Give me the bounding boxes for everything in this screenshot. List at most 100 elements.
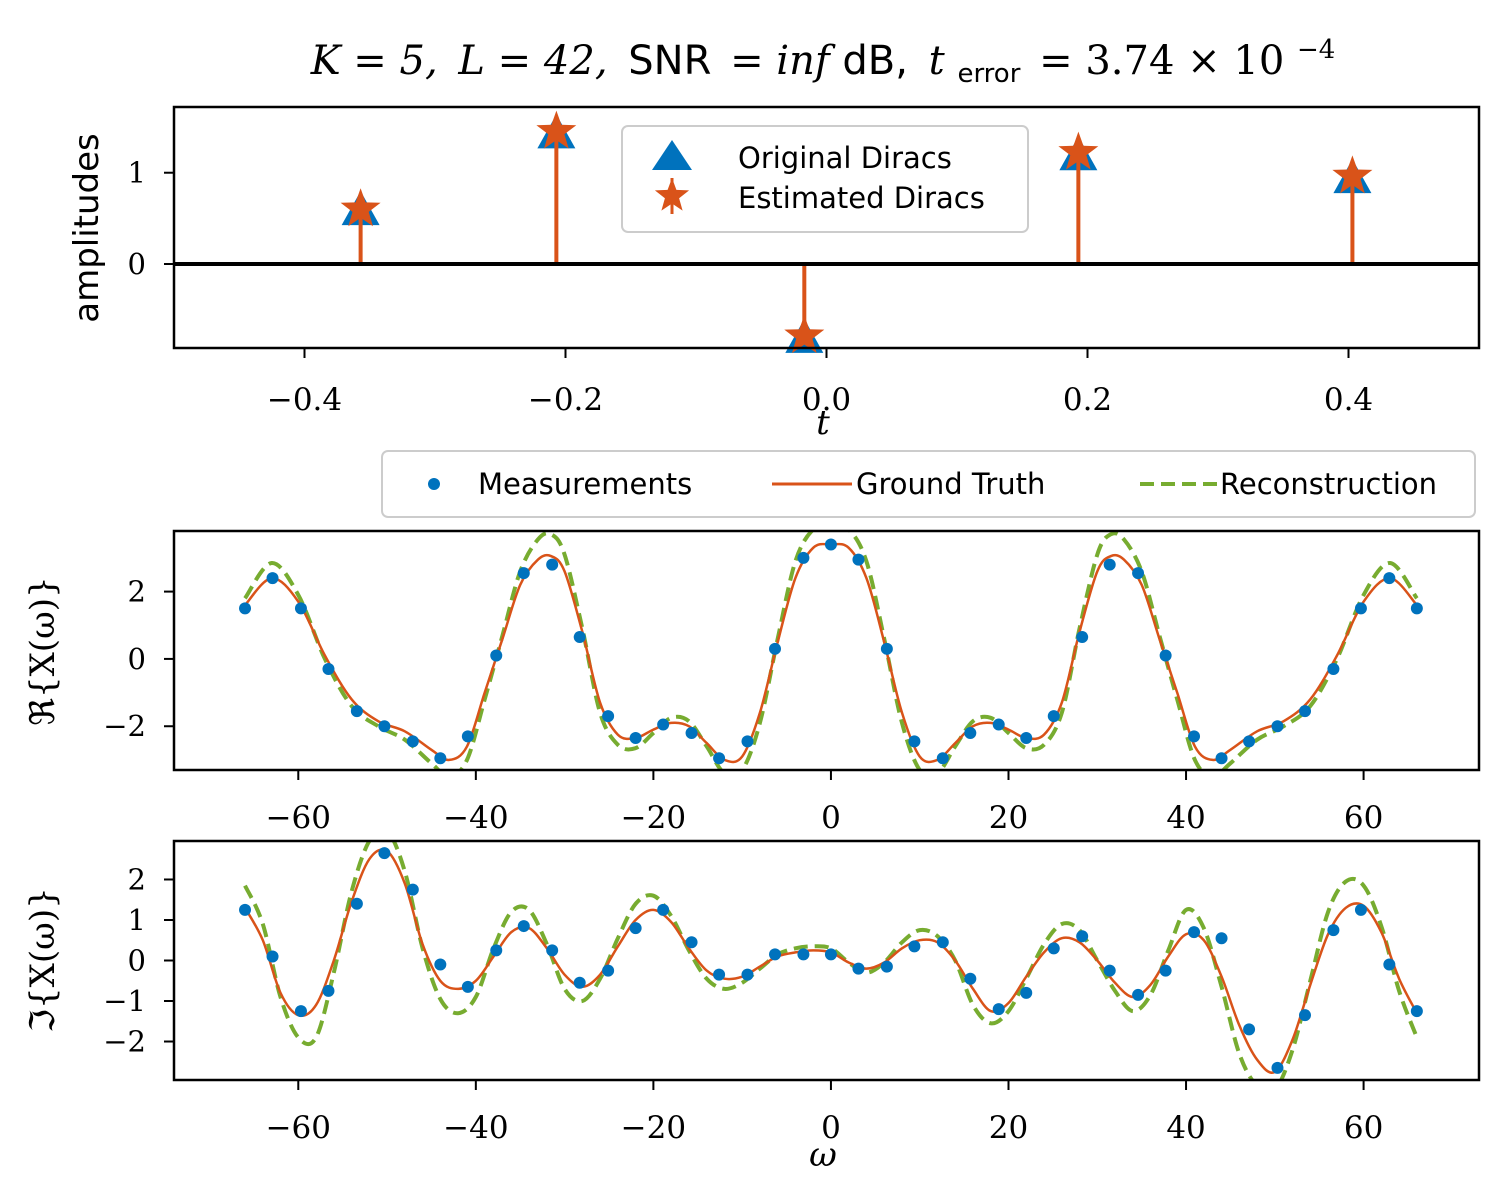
measurement-point xyxy=(741,735,754,748)
measurement-point xyxy=(1383,572,1396,585)
measurement-point xyxy=(964,972,977,985)
measurement-point xyxy=(461,730,474,743)
estimated-dirac-marker xyxy=(536,110,577,149)
measurement-point xyxy=(629,922,642,935)
measurement-point xyxy=(880,960,893,973)
measurement-marker-icon xyxy=(428,478,440,490)
measurement-point xyxy=(294,602,307,615)
plot-area xyxy=(239,531,1423,770)
y-axis-label: amplitudes xyxy=(67,133,107,323)
x-tick-label: −60 xyxy=(266,1110,331,1146)
measurement-point xyxy=(461,980,474,993)
legend: Original Diracs Estimated Diracs xyxy=(621,125,1029,233)
real-part-plot: −60 −40 −20 0 20 40 60−202 ℜ{X(ω)} xyxy=(23,529,1481,836)
ground-truth-line xyxy=(243,848,1419,1074)
measurement-point xyxy=(1410,1005,1423,1018)
measurement-point xyxy=(1243,1023,1256,1036)
measurement-point xyxy=(741,968,754,981)
measurement-point xyxy=(880,642,893,655)
legend-box xyxy=(381,450,1476,518)
measurement-point xyxy=(1383,958,1396,971)
legend-box xyxy=(621,125,1029,233)
estimated-dirac-marker xyxy=(784,315,825,354)
y-tick-label: 0 xyxy=(128,944,146,978)
triangle-marker-icon xyxy=(652,140,692,170)
estimated-dirac-marker xyxy=(1332,155,1373,194)
measurement-point xyxy=(824,948,837,961)
legend-entry-original: Original Diracs xyxy=(738,141,952,175)
x-tick-label: −60 xyxy=(266,800,331,836)
axis-ticks: −60 −40 −20 0 20 40 60 −2 −1 0 1 2 xyxy=(103,862,1383,1146)
measurement-point xyxy=(517,920,530,933)
measurement-point xyxy=(936,936,949,949)
measurement-point xyxy=(322,663,335,676)
measurement-point xyxy=(852,962,865,975)
measurement-point xyxy=(1271,1061,1284,1074)
x-tick-label: 20 xyxy=(989,800,1028,836)
measurement-point xyxy=(322,984,335,997)
measurement-point xyxy=(378,847,391,860)
measurement-point xyxy=(852,553,865,566)
measurement-point xyxy=(992,718,1005,731)
title-terr-var: t xyxy=(929,38,946,84)
imaginary-part-plot: −60 −40 −20 0 20 40 60 −2 −1 0 1 2 ℑ{X(ω)} ω xyxy=(23,839,1481,1175)
estimated-dirac-marker xyxy=(1058,131,1099,170)
title-snr-value: = inf xyxy=(730,38,836,84)
x-tick-label: 60 xyxy=(1344,1110,1383,1146)
measurement-point xyxy=(992,1003,1005,1016)
x-axis-label: t xyxy=(816,403,830,443)
title-terr-sub: error xyxy=(957,59,1020,89)
measurement-point xyxy=(350,705,363,718)
plot-frame xyxy=(172,529,1481,772)
y-tick-label: −2 xyxy=(103,709,146,743)
measurement-point xyxy=(769,642,782,655)
measurement-point xyxy=(573,976,586,989)
plot-area xyxy=(174,110,1479,354)
x-tick-label: 0 xyxy=(821,800,841,836)
measurement-point xyxy=(239,903,252,916)
measurement-point xyxy=(1188,926,1201,939)
x-tick-label: 60 xyxy=(1344,800,1383,836)
measurement-point xyxy=(294,1005,307,1018)
x-tick-label: −0.4 xyxy=(267,382,342,418)
measurement-point xyxy=(1354,602,1367,615)
y-tick-label: 0 xyxy=(128,642,146,676)
measurement-point xyxy=(685,726,698,739)
measurement-point xyxy=(908,940,921,953)
title-k: K = 5, xyxy=(310,38,438,84)
x-axis-label: ω xyxy=(809,1135,837,1175)
measurement-point xyxy=(964,726,977,739)
measurement-point xyxy=(1215,752,1228,765)
x-tick-label: 40 xyxy=(1166,1110,1205,1146)
legend-entry-estimated: Estimated Diracs xyxy=(738,181,985,215)
measurement-point xyxy=(1410,602,1423,615)
x-tick-label: 0 xyxy=(821,1110,841,1146)
measurement-point xyxy=(406,883,419,896)
measurement-point xyxy=(1299,705,1311,718)
measurement-point xyxy=(1020,986,1033,999)
measurement-point xyxy=(1354,903,1367,916)
measurement-point xyxy=(1159,964,1172,977)
figure-title: K = 5, L = 42, SNR = inf dB, t error = 3… xyxy=(310,35,1336,92)
axis-ticks: −60 −40 −20 0 20 40 60−202 xyxy=(103,575,1383,836)
measurement-point xyxy=(266,572,279,585)
measurement-point xyxy=(573,631,586,644)
measurement-point xyxy=(824,538,837,551)
measurement-point xyxy=(936,752,949,765)
reconstruction-line xyxy=(243,841,1419,1080)
x-tick-label: 40 xyxy=(1166,800,1205,836)
measurement-point xyxy=(1299,1009,1311,1022)
measurement-point xyxy=(602,710,615,723)
measurement-point xyxy=(1076,631,1089,644)
x-tick-label: −40 xyxy=(443,800,508,836)
legend-entry-reconstruction: Reconstruction xyxy=(1220,467,1437,501)
signal-legend: Measurements Ground Truth Reconstruction xyxy=(381,450,1476,518)
measurement-point xyxy=(1020,732,1033,745)
measurement-point xyxy=(1103,964,1116,977)
legend-entry-measurements: Measurements xyxy=(478,467,692,501)
x-tick-label: −40 xyxy=(443,1110,508,1146)
measurement-point xyxy=(629,732,642,745)
title-snr-label: SNR xyxy=(628,38,711,84)
measurement-point xyxy=(657,718,670,731)
